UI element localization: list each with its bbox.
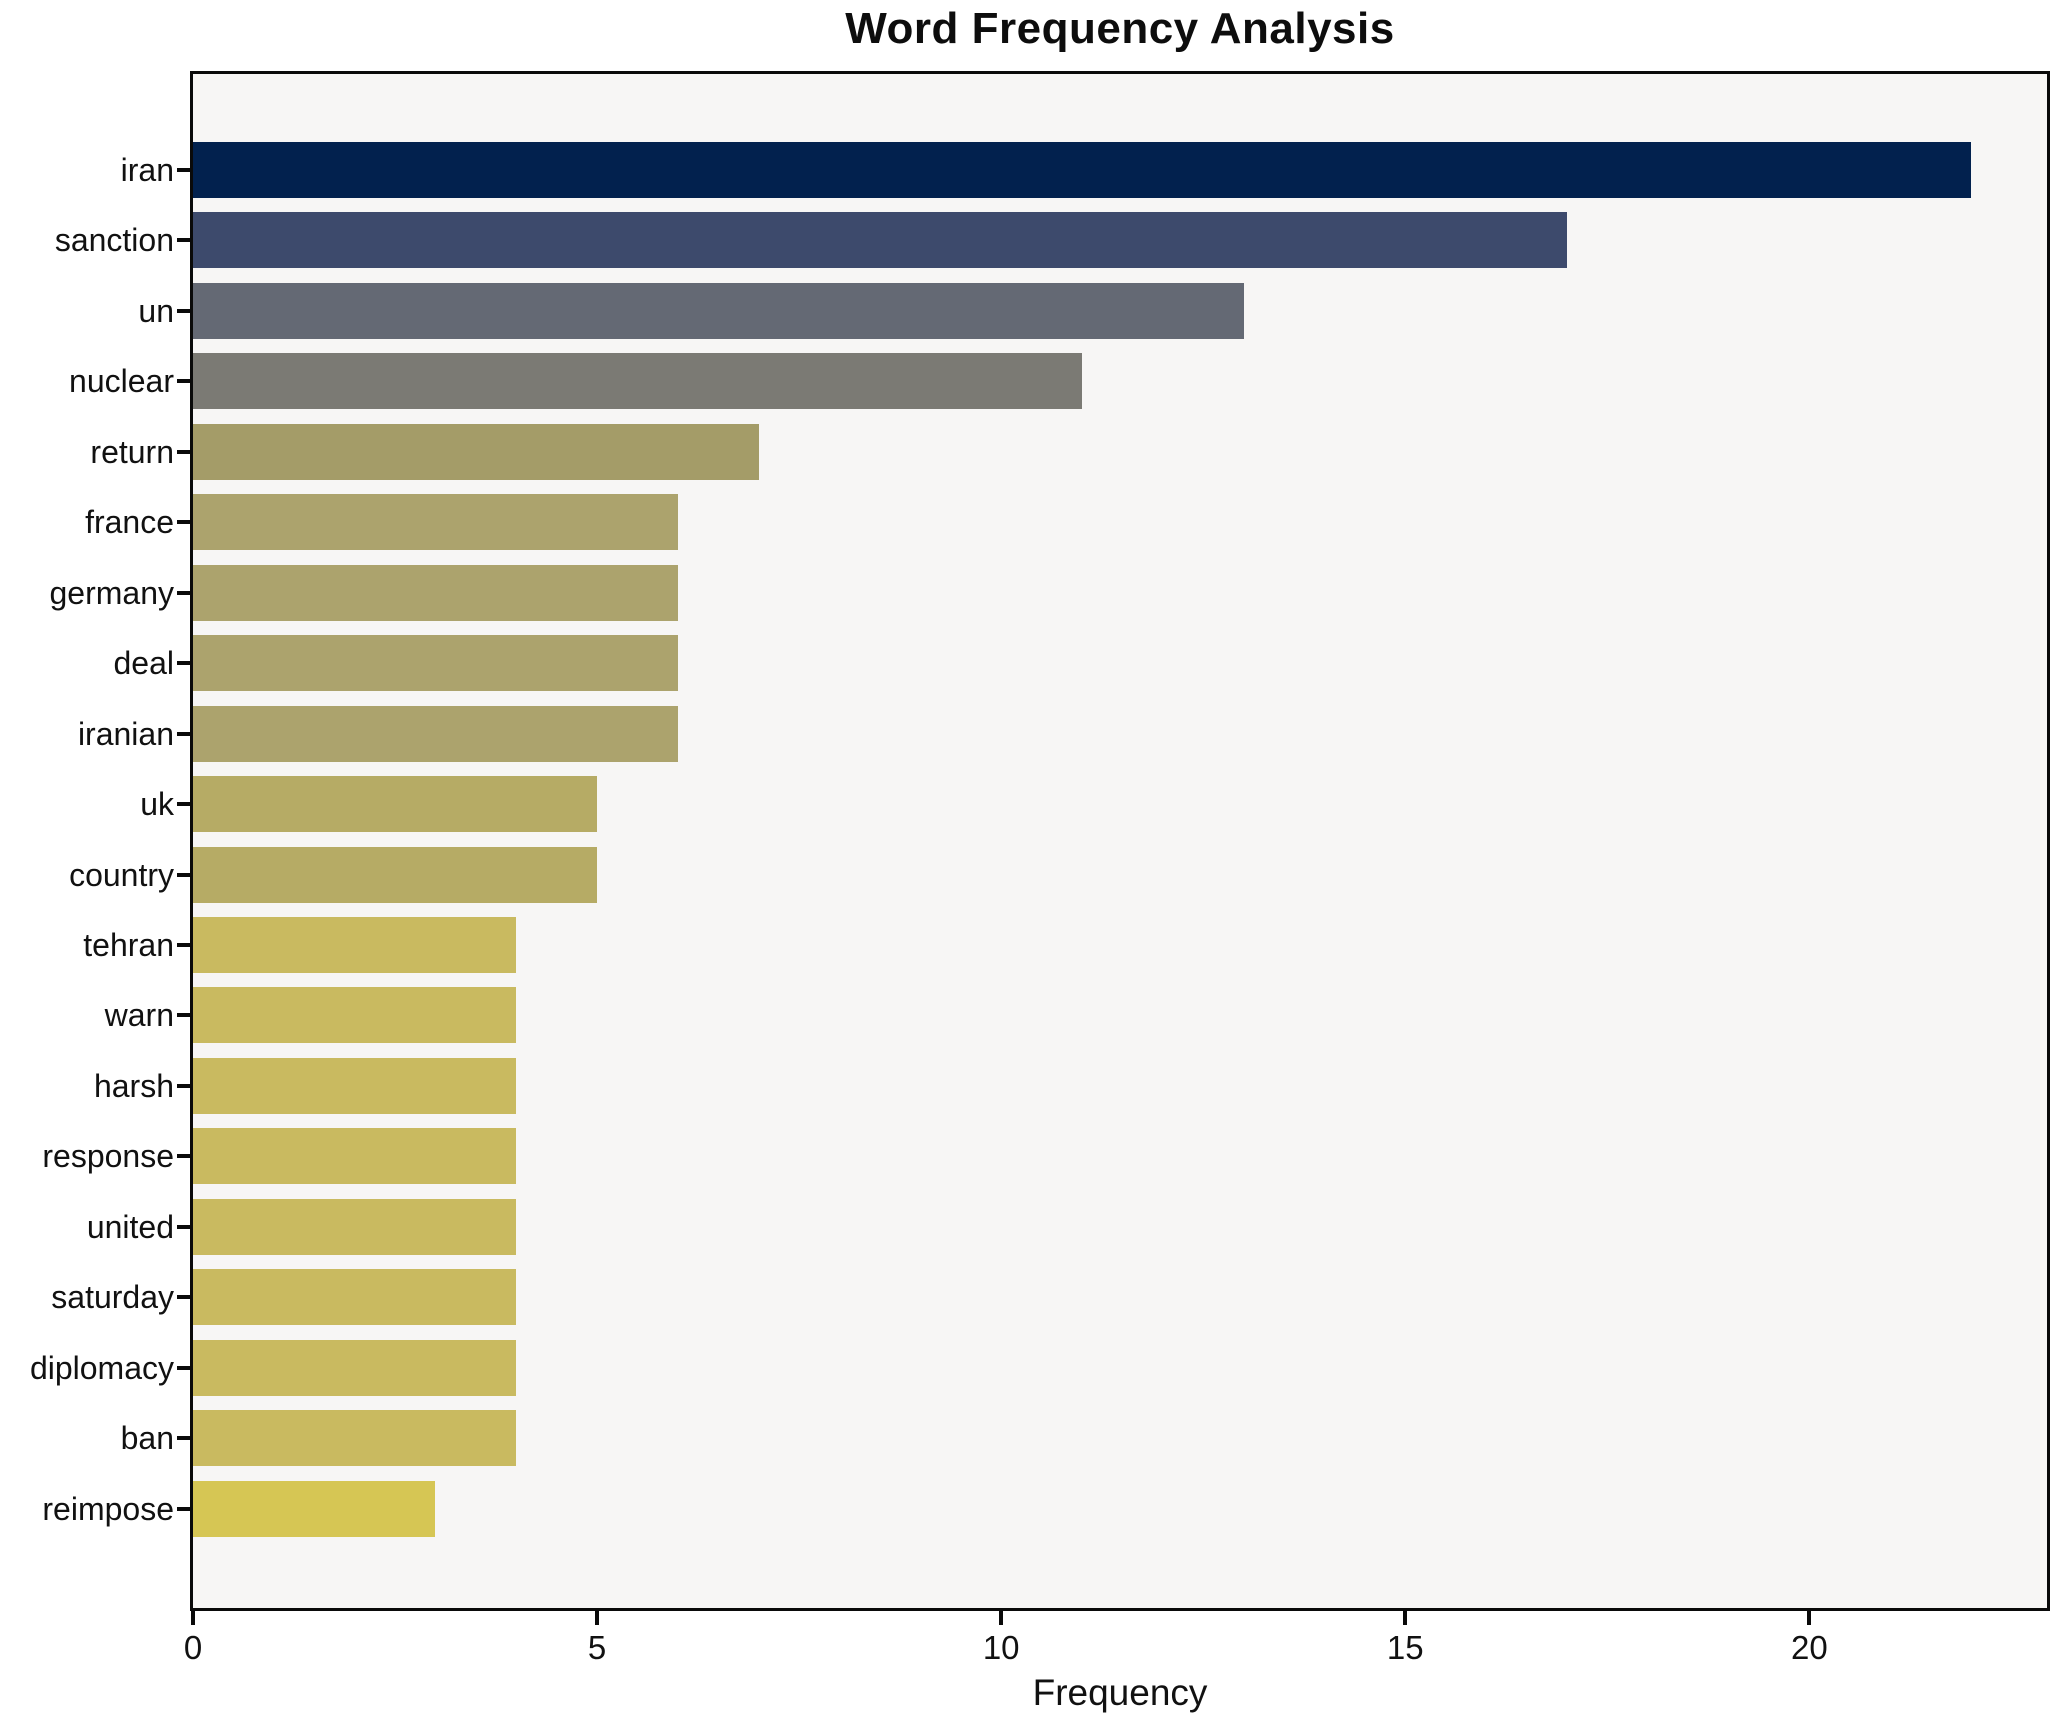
y-tick-mark (177, 1224, 190, 1229)
y-tick-mark (177, 1154, 190, 1159)
bar-diplomacy (193, 1339, 517, 1396)
bar-harsh (193, 1057, 517, 1114)
x-tick-label-20: 20 (1791, 1629, 1828, 1666)
y-tick-mark (177, 1365, 190, 1370)
y-tick-mark (177, 731, 190, 736)
y-tick-mark (177, 661, 190, 666)
y-tick-mark (177, 590, 190, 595)
y-tick-label-harsh: harsh (93, 1067, 174, 1104)
x-tick-label-0: 0 (183, 1629, 203, 1666)
y-tick-mark (177, 1295, 190, 1300)
bar-reimpose (193, 1480, 436, 1537)
y-tick-label-germany: germany (49, 574, 175, 611)
plot-area (190, 71, 2050, 1611)
y-tick-label-ban: ban (120, 1420, 174, 1457)
y-tick-label-return: return (90, 433, 174, 470)
x-axis-label: Frequency (1032, 1672, 1208, 1713)
y-tick-label-deal: deal (113, 645, 175, 682)
x-tick-label-5: 5 (587, 1629, 607, 1666)
y-tick-label-france: france (85, 504, 174, 541)
x-tick-mark (595, 1611, 600, 1625)
y-tick-label-uk: uk (140, 786, 174, 823)
bar-germany (193, 564, 678, 621)
x-tick-label-10: 10 (982, 1629, 1020, 1666)
y-tick-label-un: un (138, 292, 174, 329)
y-tick-mark (177, 520, 190, 525)
bar-france (193, 494, 678, 551)
y-tick-label-country: country (69, 856, 174, 893)
y-tick-label-iranian: iranian (77, 715, 174, 752)
bar-warn (193, 987, 517, 1044)
y-tick-mark (177, 238, 190, 243)
bar-united (193, 1198, 517, 1255)
y-tick-label-warn: warn (104, 997, 174, 1034)
y-tick-label-response: response (42, 1138, 174, 1175)
bar-country (193, 846, 598, 903)
x-tick-label-15: 15 (1386, 1629, 1424, 1666)
chart-title: Word Frequency Analysis (845, 4, 1395, 53)
y-tick-mark (177, 168, 190, 172)
y-tick-mark (177, 942, 190, 947)
bar-tehran (193, 916, 517, 973)
bar-uk (193, 776, 598, 833)
y-tick-label-reimpose: reimpose (42, 1490, 174, 1527)
bar-ban (193, 1410, 517, 1467)
y-tick-mark (177, 1083, 190, 1088)
x-tick-mark (1403, 1611, 1408, 1625)
bar-un (193, 282, 1244, 339)
y-tick-mark (177, 449, 190, 454)
bar-iranian (193, 705, 678, 762)
y-tick-mark (177, 872, 190, 877)
y-tick-label-united: united (86, 1208, 174, 1245)
y-tick-label-iran: iran (120, 152, 174, 188)
x-tick-mark (191, 1611, 195, 1625)
y-tick-mark (177, 802, 190, 807)
bar-response (193, 1128, 517, 1185)
y-tick-label-sanction: sanction (54, 222, 174, 259)
bar-saturday (193, 1269, 517, 1326)
y-tick-label-saturday: saturday (51, 1279, 174, 1316)
bar-return (193, 423, 759, 480)
y-tick-mark (177, 1436, 190, 1441)
bar-deal (193, 635, 678, 692)
y-tick-label-diplomacy: diplomacy (29, 1349, 174, 1386)
x-tick-mark (1807, 1611, 1812, 1625)
y-tick-label-tehran: tehran (83, 926, 174, 963)
x-tick-mark (999, 1611, 1004, 1625)
y-tick-mark (177, 1013, 190, 1018)
bar-nuclear (193, 353, 1082, 410)
bar-iran (193, 142, 1972, 198)
y-tick-label-nuclear: nuclear (69, 363, 174, 400)
y-tick-mark (177, 379, 190, 384)
y-tick-mark (177, 308, 190, 313)
y-tick-mark (177, 1506, 190, 1511)
bar-sanction (193, 212, 1567, 269)
